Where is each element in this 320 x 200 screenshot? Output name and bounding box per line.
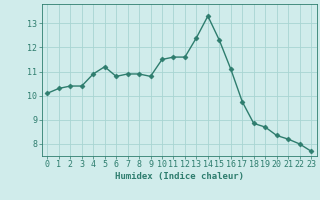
X-axis label: Humidex (Indice chaleur): Humidex (Indice chaleur): [115, 172, 244, 181]
